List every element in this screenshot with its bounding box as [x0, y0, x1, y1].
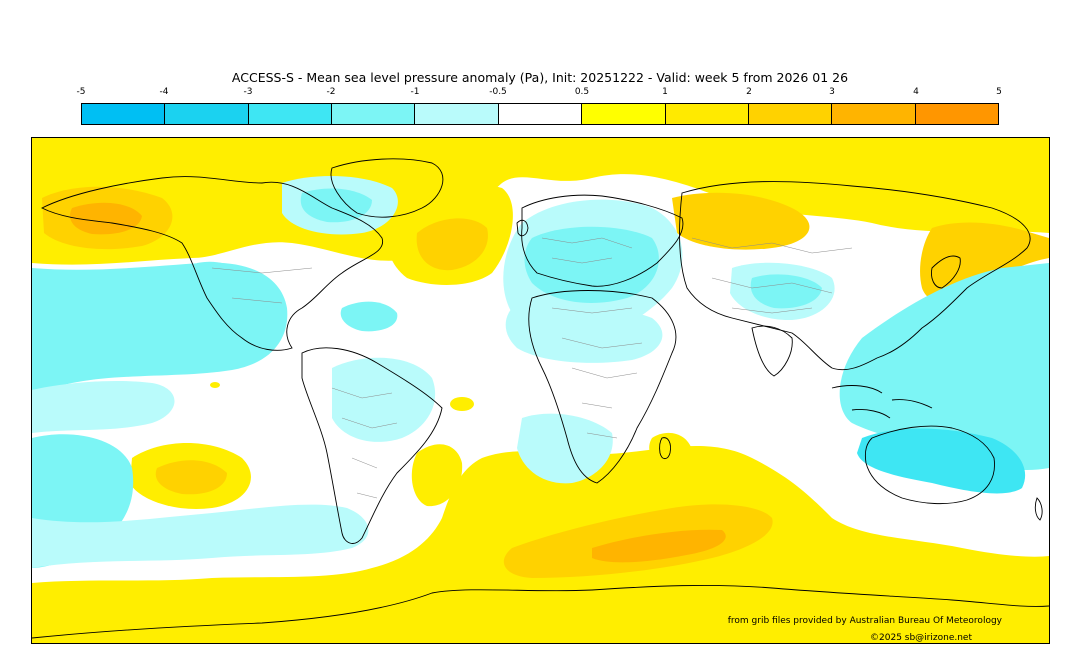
- anomaly-region-africa-east: [517, 413, 613, 484]
- colorbar: [81, 103, 999, 125]
- positive-anomaly-layer: [32, 138, 1049, 643]
- negative-anomaly-layer: [32, 176, 1049, 568]
- colorbar-tick: -3: [243, 87, 253, 97]
- coastline-antarctica: [32, 584, 1049, 639]
- anomaly-region-australia: [857, 428, 1026, 494]
- anomaly-region-west-pacific: [839, 263, 1049, 470]
- anomaly-map: [32, 138, 1049, 643]
- colorbar-segment: [415, 104, 499, 124]
- border-lines: [541, 237, 633, 264]
- colorbar-segment: [165, 104, 249, 124]
- coastline-layer: [32, 158, 1049, 639]
- colorbar-tick: -5: [76, 87, 86, 97]
- anomaly-region-south-america: [332, 357, 436, 442]
- anomaly-region-arctic: [32, 138, 1049, 265]
- colorbar-segment: [332, 104, 416, 124]
- coastline-australia: [864, 425, 995, 505]
- coastline-asia: [679, 181, 1031, 371]
- anomaly-region-central-asia-core: [750, 274, 822, 309]
- colorbar-tick: -4: [159, 87, 169, 97]
- anomaly-region-greenland-core: [300, 188, 372, 223]
- anomaly-region-east-asia: [920, 222, 1049, 304]
- colorbar-tick: -2: [326, 87, 336, 97]
- map-panel: [31, 137, 1050, 644]
- coastline-africa: [528, 290, 677, 484]
- border-lines: [551, 307, 643, 439]
- border-lines: [691, 237, 853, 314]
- coastline-indonesia: [831, 385, 933, 419]
- anomaly-region-sahara: [505, 302, 663, 363]
- border-lines: [331, 387, 398, 499]
- anomaly-region-alaska-core: [70, 202, 142, 235]
- colorbar-segment: [665, 104, 749, 124]
- anomaly-region-europe-core: [524, 226, 659, 303]
- coastline-madagascar: [659, 437, 671, 460]
- anomaly-region-south-indian-strong: [592, 529, 726, 563]
- anomaly-region-n-atlantic-core: [416, 218, 488, 271]
- anomaly-region-siberia: [672, 192, 810, 250]
- coastline-europe: [521, 194, 684, 287]
- border-layer: [211, 237, 853, 499]
- colorbar-segment: [915, 104, 998, 124]
- colorbar-tick: 2: [746, 87, 752, 97]
- anomaly-region-small: [210, 382, 220, 388]
- colorbar-tick: -0.5: [489, 87, 507, 97]
- coastline-india: [751, 325, 793, 377]
- anomaly-region-north-pacific-weak: [32, 380, 175, 433]
- colorbar-tick: 3: [829, 87, 835, 97]
- anomaly-region-s-atlantic: [411, 444, 463, 507]
- colorbar-segment: [82, 104, 166, 124]
- coastline-japan: [931, 255, 961, 289]
- colorbar-tick: 5: [996, 87, 1002, 97]
- colorbar-tick: -1: [410, 87, 420, 97]
- anomaly-region-s-pacific-core: [155, 460, 227, 495]
- colorbar-segment: [748, 104, 833, 124]
- colorbar-segment: [582, 104, 666, 124]
- colorbar-segment: [498, 104, 583, 124]
- coastline-greenland: [330, 158, 444, 218]
- coastline-uk: [516, 219, 529, 237]
- colorbar-tick: 0.5: [574, 87, 590, 97]
- colorbar-segment: [248, 104, 333, 124]
- coastline-north-america: [40, 176, 384, 351]
- colorbar-tick: 4: [913, 87, 919, 97]
- colorbar-segment: [832, 104, 916, 124]
- map-title: ACCESS-S - Mean sea level pressure anoma…: [231, 70, 849, 85]
- copyright-notice: ©2025 sb@irizone.net: [870, 633, 972, 643]
- anomaly-region-small: [450, 397, 474, 411]
- coastline-south-america: [301, 347, 443, 544]
- colorbar-tick: 1: [662, 87, 668, 97]
- anomaly-region-mexico: [192, 261, 252, 317]
- border-lines: [211, 267, 313, 304]
- anomaly-region-caribbean: [340, 301, 398, 332]
- coastline-new-zealand: [1034, 497, 1043, 521]
- anomaly-region-s-pacific-low-2: [32, 504, 369, 568]
- data-credit: from grib files provided by Australian B…: [727, 616, 1002, 626]
